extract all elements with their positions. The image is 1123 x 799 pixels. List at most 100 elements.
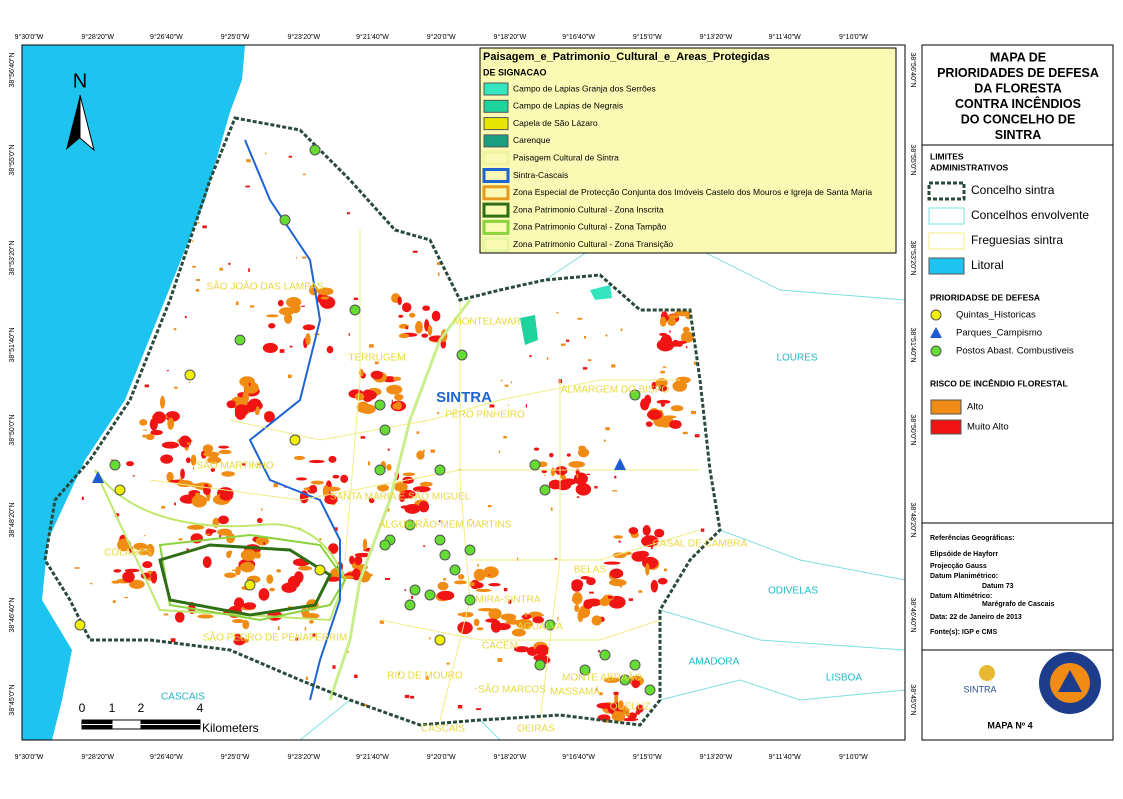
fuel-station-point [434,464,446,476]
place-label: SÃO JOÃO DAS LAMPAS [206,280,323,293]
fire-risk-patch [655,378,668,388]
fire-risk-patch [391,399,393,404]
fire-risk-patch [430,449,435,453]
fire-risk-patch [324,494,338,505]
fire-risk-patch [263,542,265,545]
fire-risk-patch [296,257,298,259]
fire-risk-patch [625,712,631,717]
fire-risk-patch [612,552,627,559]
fuel-station-point [374,464,386,476]
fire-risk-patch [437,581,449,591]
fire-risk-patch [387,448,390,451]
fire-risk-patch [202,444,214,454]
fire-risk-patch [670,405,684,412]
fire-risk-patch [561,343,566,346]
fire-risk-patch [675,376,691,384]
fire-risk-patch [142,434,146,438]
fire-risk-patch [228,262,231,265]
fire-risk-patch [288,374,292,379]
fire-risk-patch [293,455,306,461]
fire-risk-patch [591,615,602,626]
legend-item-label: Capela de São Lázaro [513,118,598,128]
sintra-cascais-line [244,139,341,701]
longitude-label: 9°10'0"W [839,33,868,41]
heritage-zone-transition [94,469,347,622]
fire-risk-patch [248,382,251,387]
fire-risk-patch [234,404,249,417]
historic-estate-point [434,634,446,646]
fire-risk-patch [631,678,641,689]
fire-risk-patch [319,538,322,541]
fire-risk-patch [691,410,696,415]
fire-risk-patch [197,221,200,224]
fire-risk-patch [495,622,511,631]
fire-risk-patch [577,317,583,320]
fire-risk-patch [265,152,267,155]
fire-risk-patch [568,460,586,468]
longitude-label: 9°21'40"W [356,753,389,761]
legend-swatch [483,117,509,131]
legend-item-label: Paisagem Cultural de Sintra [513,152,619,162]
fire-risk-patch [284,312,293,324]
fire-risk-patch [174,611,185,623]
fire-risk-patch [513,646,530,653]
longitude-label: 9°13'20"W [700,753,733,761]
longitude-label: 9°20'0"W [427,753,456,761]
fire-risk-patch [246,402,257,413]
reference-text: Datum Planimétrico: [930,573,998,580]
place-label: TERRUGEM [348,353,405,364]
fire-risk-patch [152,411,166,424]
fire-risk-patch [242,619,250,630]
fire-risk-patch [150,429,163,436]
fire-risk-patch [348,333,351,336]
fire-risk-patch [436,262,441,265]
north-arrow [79,94,95,152]
legend-item-label: Zona Patrimonio Cultural - Zona Tampão [513,222,667,232]
place-label: MONTELAVAR [453,317,520,328]
longitude-label: 9°10'0"W [839,753,868,761]
fire-risk-patch [475,688,477,690]
scale-tick-label: 4 [197,701,204,715]
legend-swatch [927,181,966,201]
fire-risk-patch [173,328,177,331]
fire-risk-patch [469,519,472,521]
fire-risk-patch [650,579,659,593]
fire-risk-patch [139,419,148,426]
fire-risk-patch [596,702,613,709]
fire-risk-patch [273,483,278,488]
fuel-station-point [374,399,386,411]
fire-risk-patch [268,322,276,329]
neighbour-boundary [299,699,351,740]
fire-risk-patch [397,296,402,306]
fire-risk-patch [219,492,233,501]
fire-risk-patch [262,342,278,354]
fire-risk-patch [110,459,113,461]
fire-risk-patch [650,545,653,549]
fire-risk-patch [332,665,336,669]
fire-risk-patch [161,505,166,509]
fire-risk-patch [204,483,208,488]
fire-risk-patch [394,401,402,410]
fuel-station-point [619,674,631,686]
longitude-label: 9°30'0"W [15,753,44,761]
fire-risk-patch [418,501,430,513]
fire-risk-patch [597,650,601,653]
fire-risk-patch [309,484,317,491]
fire-risk-patch [635,710,641,715]
fire-risk-patch [611,364,616,368]
fire-risk-patch [295,637,299,641]
reference-text: Datum Altimétrico: [930,593,992,600]
fire-risk-patch [226,400,237,409]
fire-risk-patch [193,467,195,470]
fire-risk-patch [508,599,512,604]
fire-risk-patch [245,185,250,188]
fire-risk-patch [125,461,135,467]
fire-risk-patch [219,534,222,539]
fire-risk-patch [218,445,230,449]
fire-risk-patch [238,637,243,639]
fire-risk-patch [645,421,653,427]
fire-risk-patch [657,577,668,585]
fire-risk-patch [229,550,232,555]
fire-risk-patch [112,600,116,603]
fire-risk-patch [195,289,200,292]
